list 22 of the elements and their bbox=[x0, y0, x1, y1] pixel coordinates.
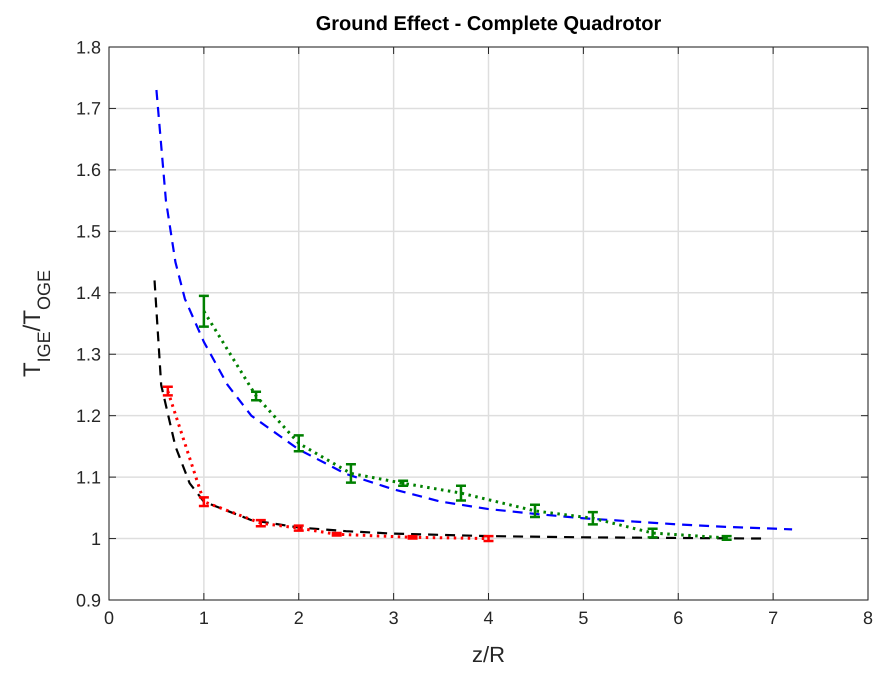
x-tick-label: 8 bbox=[862, 608, 874, 628]
x-tick-label: 2 bbox=[294, 608, 304, 628]
x-tick-label: 6 bbox=[673, 608, 684, 628]
x-tick-label: 1 bbox=[198, 608, 209, 628]
y-tick-label: 1.6 bbox=[76, 160, 101, 180]
x-tick-label: 3 bbox=[388, 608, 399, 628]
y-tick-label: 1.1 bbox=[76, 467, 101, 488]
line-series bbox=[155, 88, 794, 530]
y-tick-label: 1.4 bbox=[76, 283, 101, 304]
y-tick-label: 1.5 bbox=[76, 222, 101, 242]
x-tick-label: 0 bbox=[104, 608, 114, 628]
x-tick-label: 4 bbox=[483, 608, 494, 628]
x-tick-label: 7 bbox=[768, 608, 778, 628]
y-tick-label: 1.7 bbox=[76, 98, 101, 119]
x-tick-label: 5 bbox=[578, 608, 588, 628]
y-tick-label: 1.8 bbox=[76, 37, 101, 58]
y-tick-label: 1.2 bbox=[76, 406, 101, 426]
y-tick-label: 1.3 bbox=[76, 344, 101, 365]
x-axis-title: z/R bbox=[472, 642, 505, 667]
y-tick-label: 0.9 bbox=[76, 590, 101, 610]
y-tick-label: 1 bbox=[90, 528, 101, 549]
chart-title: Ground Effect - Complete Quadrotor bbox=[316, 13, 662, 35]
